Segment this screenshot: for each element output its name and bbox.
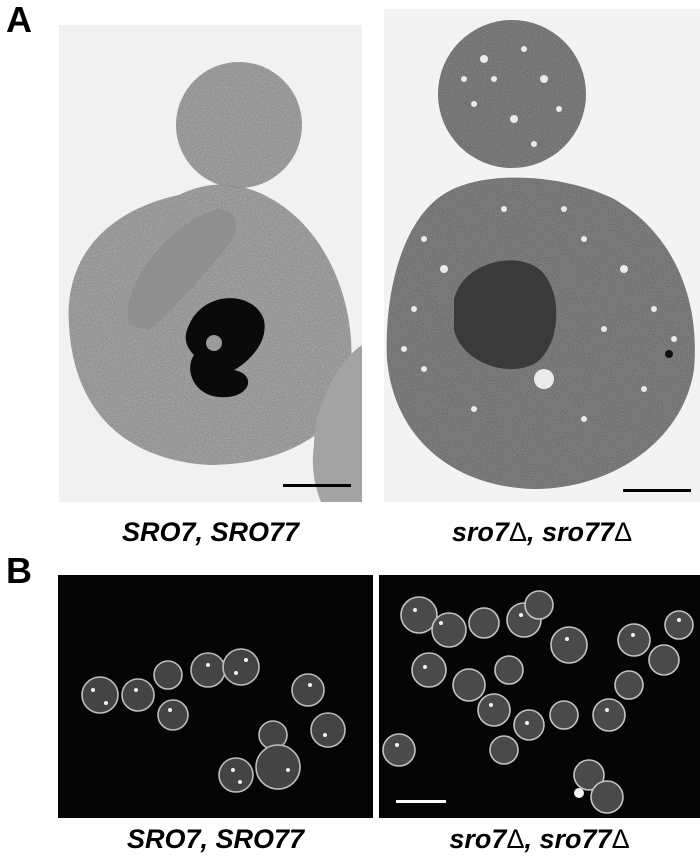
em-image-mutant [384, 9, 700, 502]
caption-mutant: sro7Δ, sro77Δ [451, 517, 633, 547]
caption-mutant-b: sro7Δ, sro77Δ [449, 824, 630, 854]
panel-a-label: A [6, 0, 32, 40]
caption-wild-type-b: SRO7, SRO77 [126, 824, 305, 854]
scale-bar [283, 484, 351, 487]
em-image-wild-type [59, 25, 362, 502]
scale-bar [623, 489, 691, 492]
fluorescence-image-mutant [379, 575, 700, 818]
fluorescence-image-wild-type [58, 575, 373, 818]
caption-wild-type: SRO7, SRO77 [121, 517, 300, 547]
panel-b-label: B [6, 550, 32, 591]
scale-bar [396, 800, 446, 803]
